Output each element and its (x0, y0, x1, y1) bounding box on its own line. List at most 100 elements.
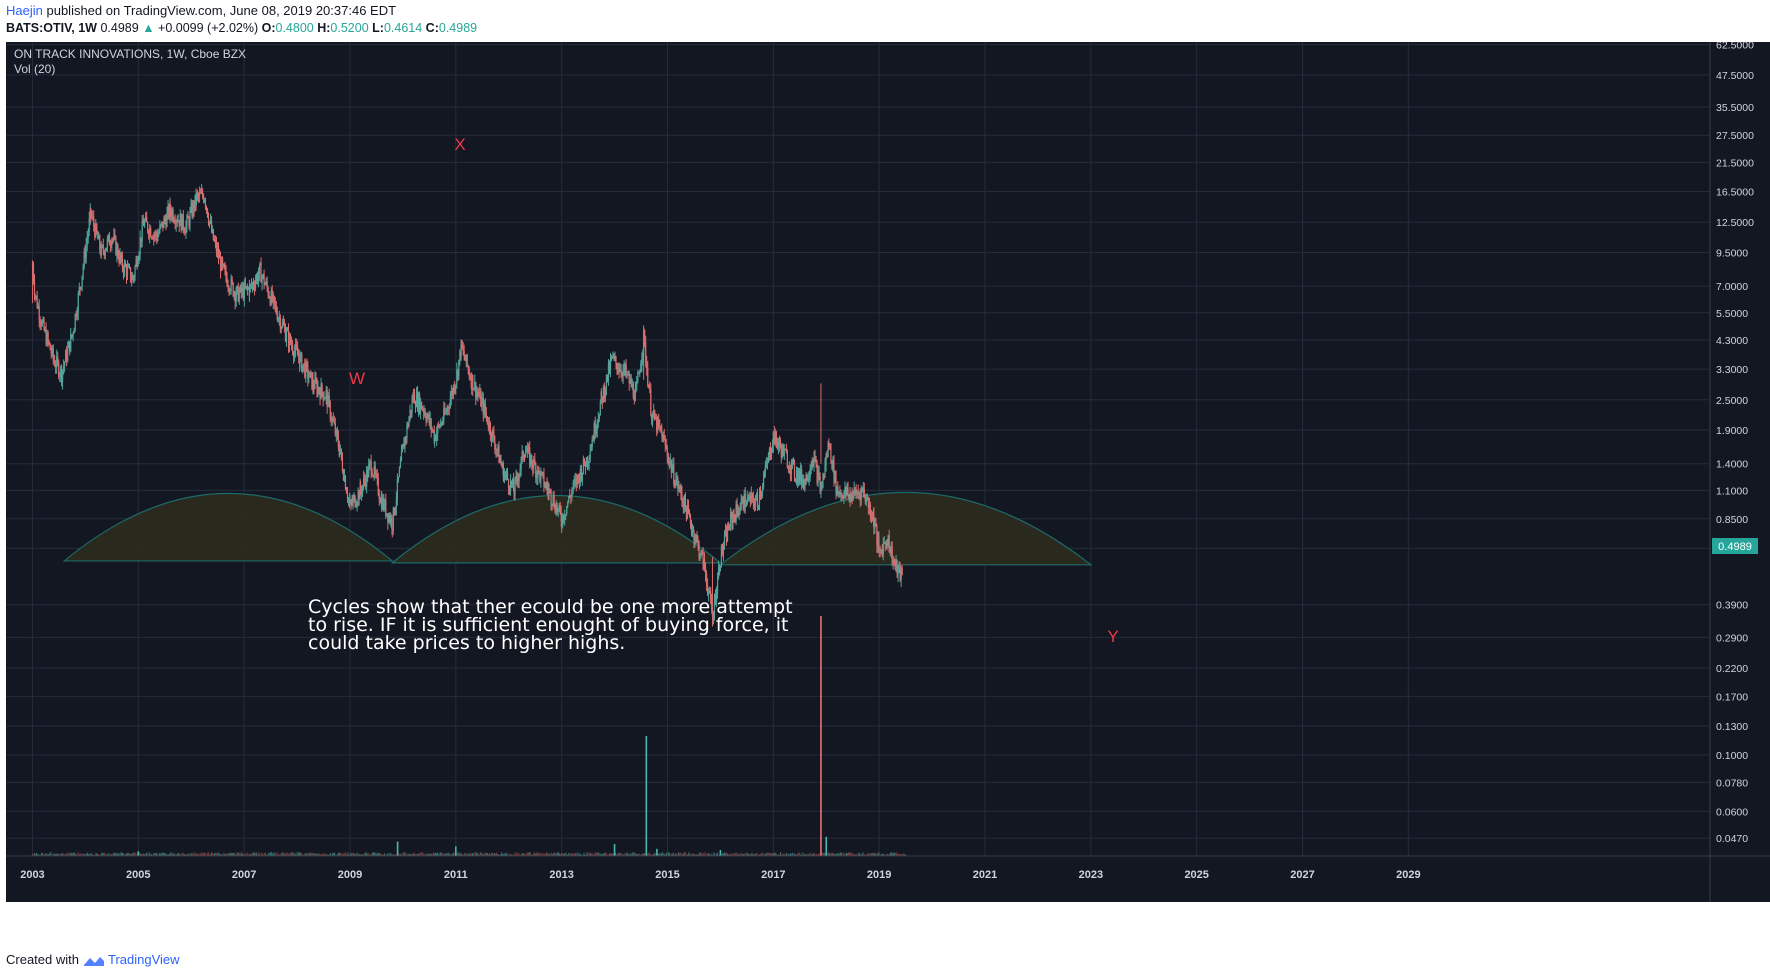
volume-bar (326, 854, 329, 856)
candle-body (897, 566, 899, 575)
volume-bar (372, 852, 374, 856)
price-axis[interactable] (1710, 42, 1770, 902)
volume-bar (667, 852, 670, 856)
candle-body (556, 504, 558, 512)
candle-body (538, 467, 540, 472)
volume-bar (337, 853, 339, 856)
volume-bar (565, 852, 567, 856)
volume-bar (714, 854, 716, 856)
volume-indicator-label[interactable]: Vol (20) (14, 62, 55, 76)
volume-bar (795, 854, 797, 856)
candle-body (611, 356, 613, 358)
candle-body (56, 356, 58, 367)
volume-bar (250, 853, 252, 856)
candle-body (215, 241, 218, 253)
candle-body (894, 563, 896, 566)
volume-bar (81, 854, 83, 856)
candle-body (606, 374, 609, 381)
candle-body (892, 559, 894, 564)
candle-body (455, 384, 457, 388)
volume-bar (111, 853, 113, 856)
volume-bar (623, 854, 625, 856)
volume-bar (73, 852, 75, 856)
volume-bar (806, 853, 808, 856)
volume-bar (755, 853, 757, 856)
candle-body (593, 423, 595, 441)
volume-bar (881, 853, 883, 856)
candle-body (839, 492, 841, 495)
volume-bar (523, 853, 525, 856)
candle-body (518, 474, 520, 482)
volume-bar (532, 853, 534, 856)
candle-body (483, 404, 485, 415)
volume-bar (721, 853, 724, 856)
volume-bar (528, 852, 530, 856)
candle-body (558, 505, 560, 509)
candle-body (187, 216, 189, 219)
volume-bar (438, 853, 441, 856)
candle-body (181, 214, 183, 231)
volume-bar (878, 852, 880, 856)
candle-body (735, 504, 737, 522)
candle-body (165, 219, 167, 227)
price-tick-label: 1.1000 (1716, 485, 1748, 497)
volume-bar (138, 852, 140, 856)
volume-bar (758, 854, 760, 856)
candle-body (69, 341, 71, 352)
candle-body (541, 472, 543, 474)
candle-body (666, 447, 668, 457)
candle-body (498, 445, 500, 463)
volume-bar (778, 854, 781, 856)
candle-body (544, 486, 546, 488)
candle-body (621, 373, 623, 377)
candle-body (866, 497, 868, 499)
last-price-badge (1712, 538, 1758, 554)
candle-body (664, 438, 666, 446)
volume-bar (484, 852, 486, 856)
volume-bar (85, 853, 87, 856)
candle-body (737, 510, 739, 516)
volume-bar (539, 853, 541, 856)
candle-body (891, 546, 893, 564)
candle-body (464, 357, 466, 361)
volume-bar (401, 854, 403, 856)
candle-body (172, 210, 174, 221)
candle-body (156, 236, 158, 241)
candle-body (527, 447, 529, 452)
volume-bar (695, 854, 697, 856)
candle-body (595, 429, 597, 434)
candle-body (520, 457, 522, 469)
volume-bar (482, 853, 484, 856)
tradingview-link[interactable]: TradingView (108, 952, 180, 967)
volume-bar (419, 852, 421, 856)
volume-bar (338, 852, 340, 856)
price-chart[interactable]: 62.500047.500035.500027.500021.500016.50… (0, 42, 1770, 944)
volume-bar (46, 853, 48, 856)
candle-body (50, 350, 52, 354)
volume-bar (579, 853, 581, 856)
volume-bar (432, 852, 435, 856)
candle-body (683, 495, 685, 509)
volume-bar (240, 852, 242, 856)
volume-bar (79, 853, 81, 856)
volume-bar (446, 853, 448, 856)
wave-label-y: Y (1107, 627, 1118, 646)
candle-body (837, 486, 839, 494)
volume-bar (450, 853, 452, 856)
volume-bar (687, 854, 689, 856)
volume-bar (700, 852, 702, 856)
volume-bar (157, 854, 159, 856)
volume-bar (378, 853, 381, 856)
candle-body (883, 542, 885, 544)
candle-body (460, 340, 462, 357)
author-link[interactable]: Haejin (6, 3, 43, 18)
volume-bar (763, 853, 765, 856)
candle-body (823, 473, 825, 475)
candle-body (708, 592, 710, 595)
candle-body (270, 290, 272, 305)
candle-body (688, 512, 691, 516)
candle-body (124, 263, 127, 267)
candle-body (307, 365, 309, 379)
candle-body (821, 487, 823, 489)
volume-bar (411, 853, 413, 856)
